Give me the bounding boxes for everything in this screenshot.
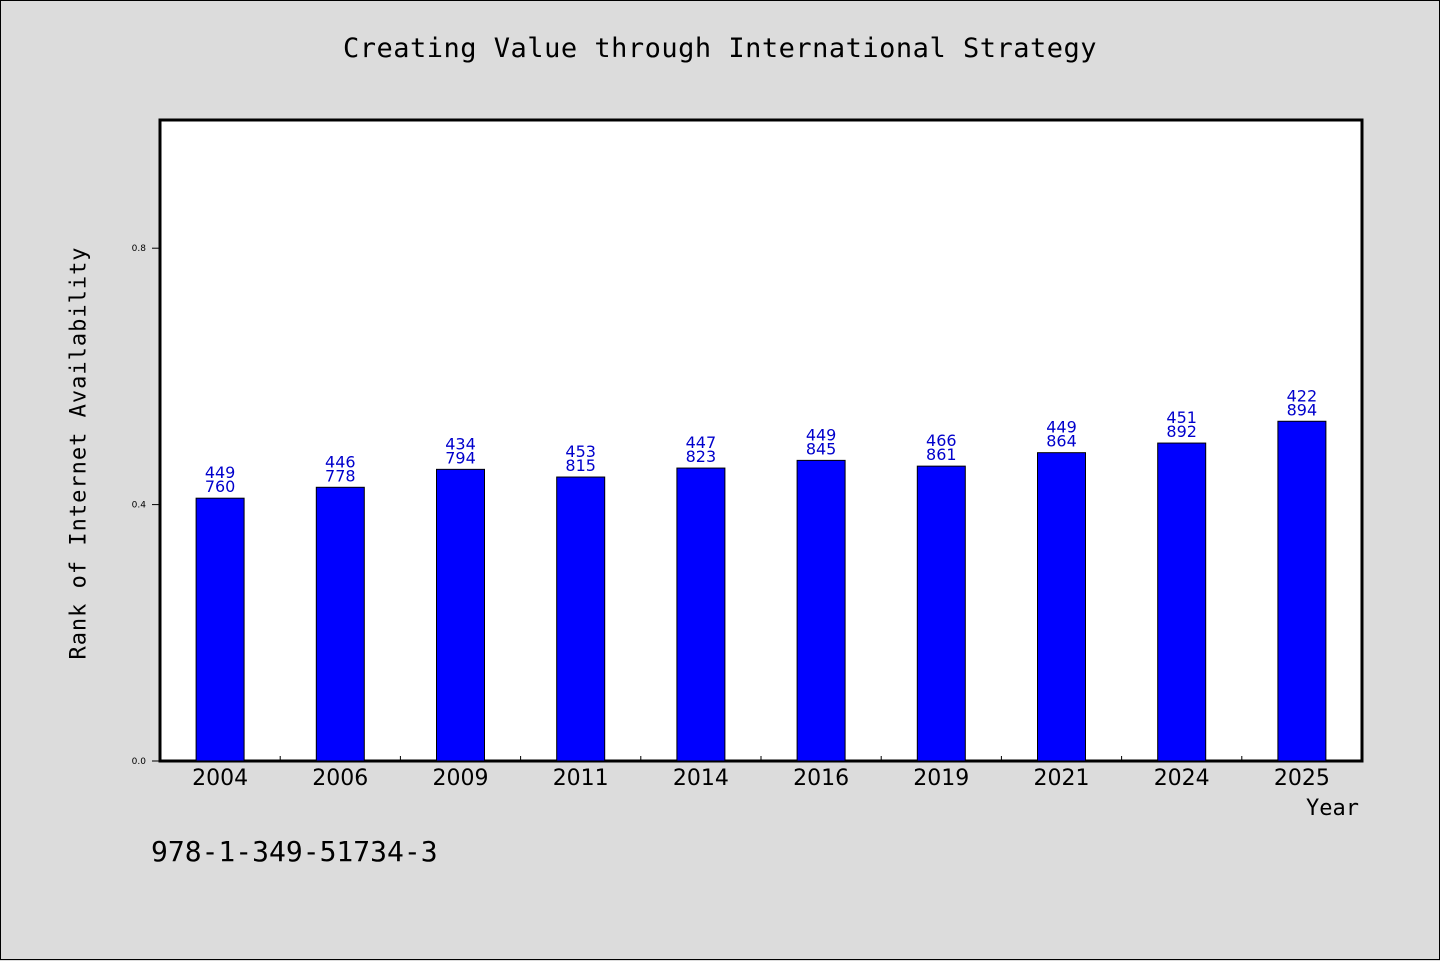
x-tick-label: 2021 (1034, 766, 1090, 791)
data-label: 861 (926, 445, 957, 464)
data-label: 894 (1287, 400, 1318, 419)
data-label: 449 (1046, 418, 1077, 437)
data-label: 449 (806, 425, 837, 444)
bar-2021 (1037, 452, 1086, 762)
x-tick-label: 2025 (1274, 766, 1330, 791)
x-axis-label: Year (1306, 796, 1359, 821)
x-tick-label: 2024 (1154, 766, 1210, 791)
data-label: 823 (686, 447, 717, 466)
data-label: 451 (1166, 408, 1197, 427)
bar-series (195, 420, 1327, 762)
data-label: 778 (325, 466, 356, 485)
x-tick-label: 2006 (312, 766, 368, 791)
x-tick-label: 2004 (192, 766, 248, 791)
data-label: 845 (806, 439, 837, 458)
data-label: 447 (686, 433, 717, 452)
bar-2004 (195, 497, 245, 762)
bar-2014 (676, 467, 726, 762)
bar-2024 (1157, 442, 1207, 762)
bar-2006 (315, 486, 365, 762)
data-label: 449 (205, 463, 236, 482)
bar-2009 (436, 468, 485, 762)
data-label: 864 (1046, 432, 1077, 451)
data-label: 892 (1166, 422, 1197, 441)
data-label: 434 (445, 434, 476, 453)
y-axis-label: Rank of Internet Availability (66, 246, 92, 660)
y-axis: 0.0 0.4 0.8 (132, 244, 160, 767)
y-tick-label: 0.0 (132, 757, 147, 767)
x-tick-label: 2014 (673, 766, 729, 791)
data-label: 760 (205, 477, 236, 496)
bar-2019 (916, 465, 966, 762)
x-tick-label: 2011 (553, 766, 609, 791)
x-tick-label: 2019 (913, 766, 969, 791)
x-tick-label: 2009 (433, 766, 489, 791)
bar-2016 (796, 459, 846, 762)
data-label: 453 (565, 442, 596, 461)
chart-title: Creating Value through International Str… (343, 33, 1097, 64)
x-tick-label: 2016 (793, 766, 849, 791)
data-label: 815 (565, 456, 596, 475)
bar-2011 (556, 476, 606, 762)
data-label: 466 (926, 431, 957, 450)
data-label: 422 (1287, 386, 1318, 405)
data-label: 446 (325, 452, 356, 471)
data-label: 794 (445, 448, 476, 467)
bar-2025 (1277, 420, 1327, 762)
isbn-text: 978-1-349-51734-3 (151, 835, 438, 868)
y-tick-label: 0.8 (132, 244, 147, 254)
x-axis: 2004 2006 2009 2011 2014 2016 2019 2021 2024 2025 (192, 756, 1330, 791)
y-tick-label: 0.4 (132, 501, 147, 511)
